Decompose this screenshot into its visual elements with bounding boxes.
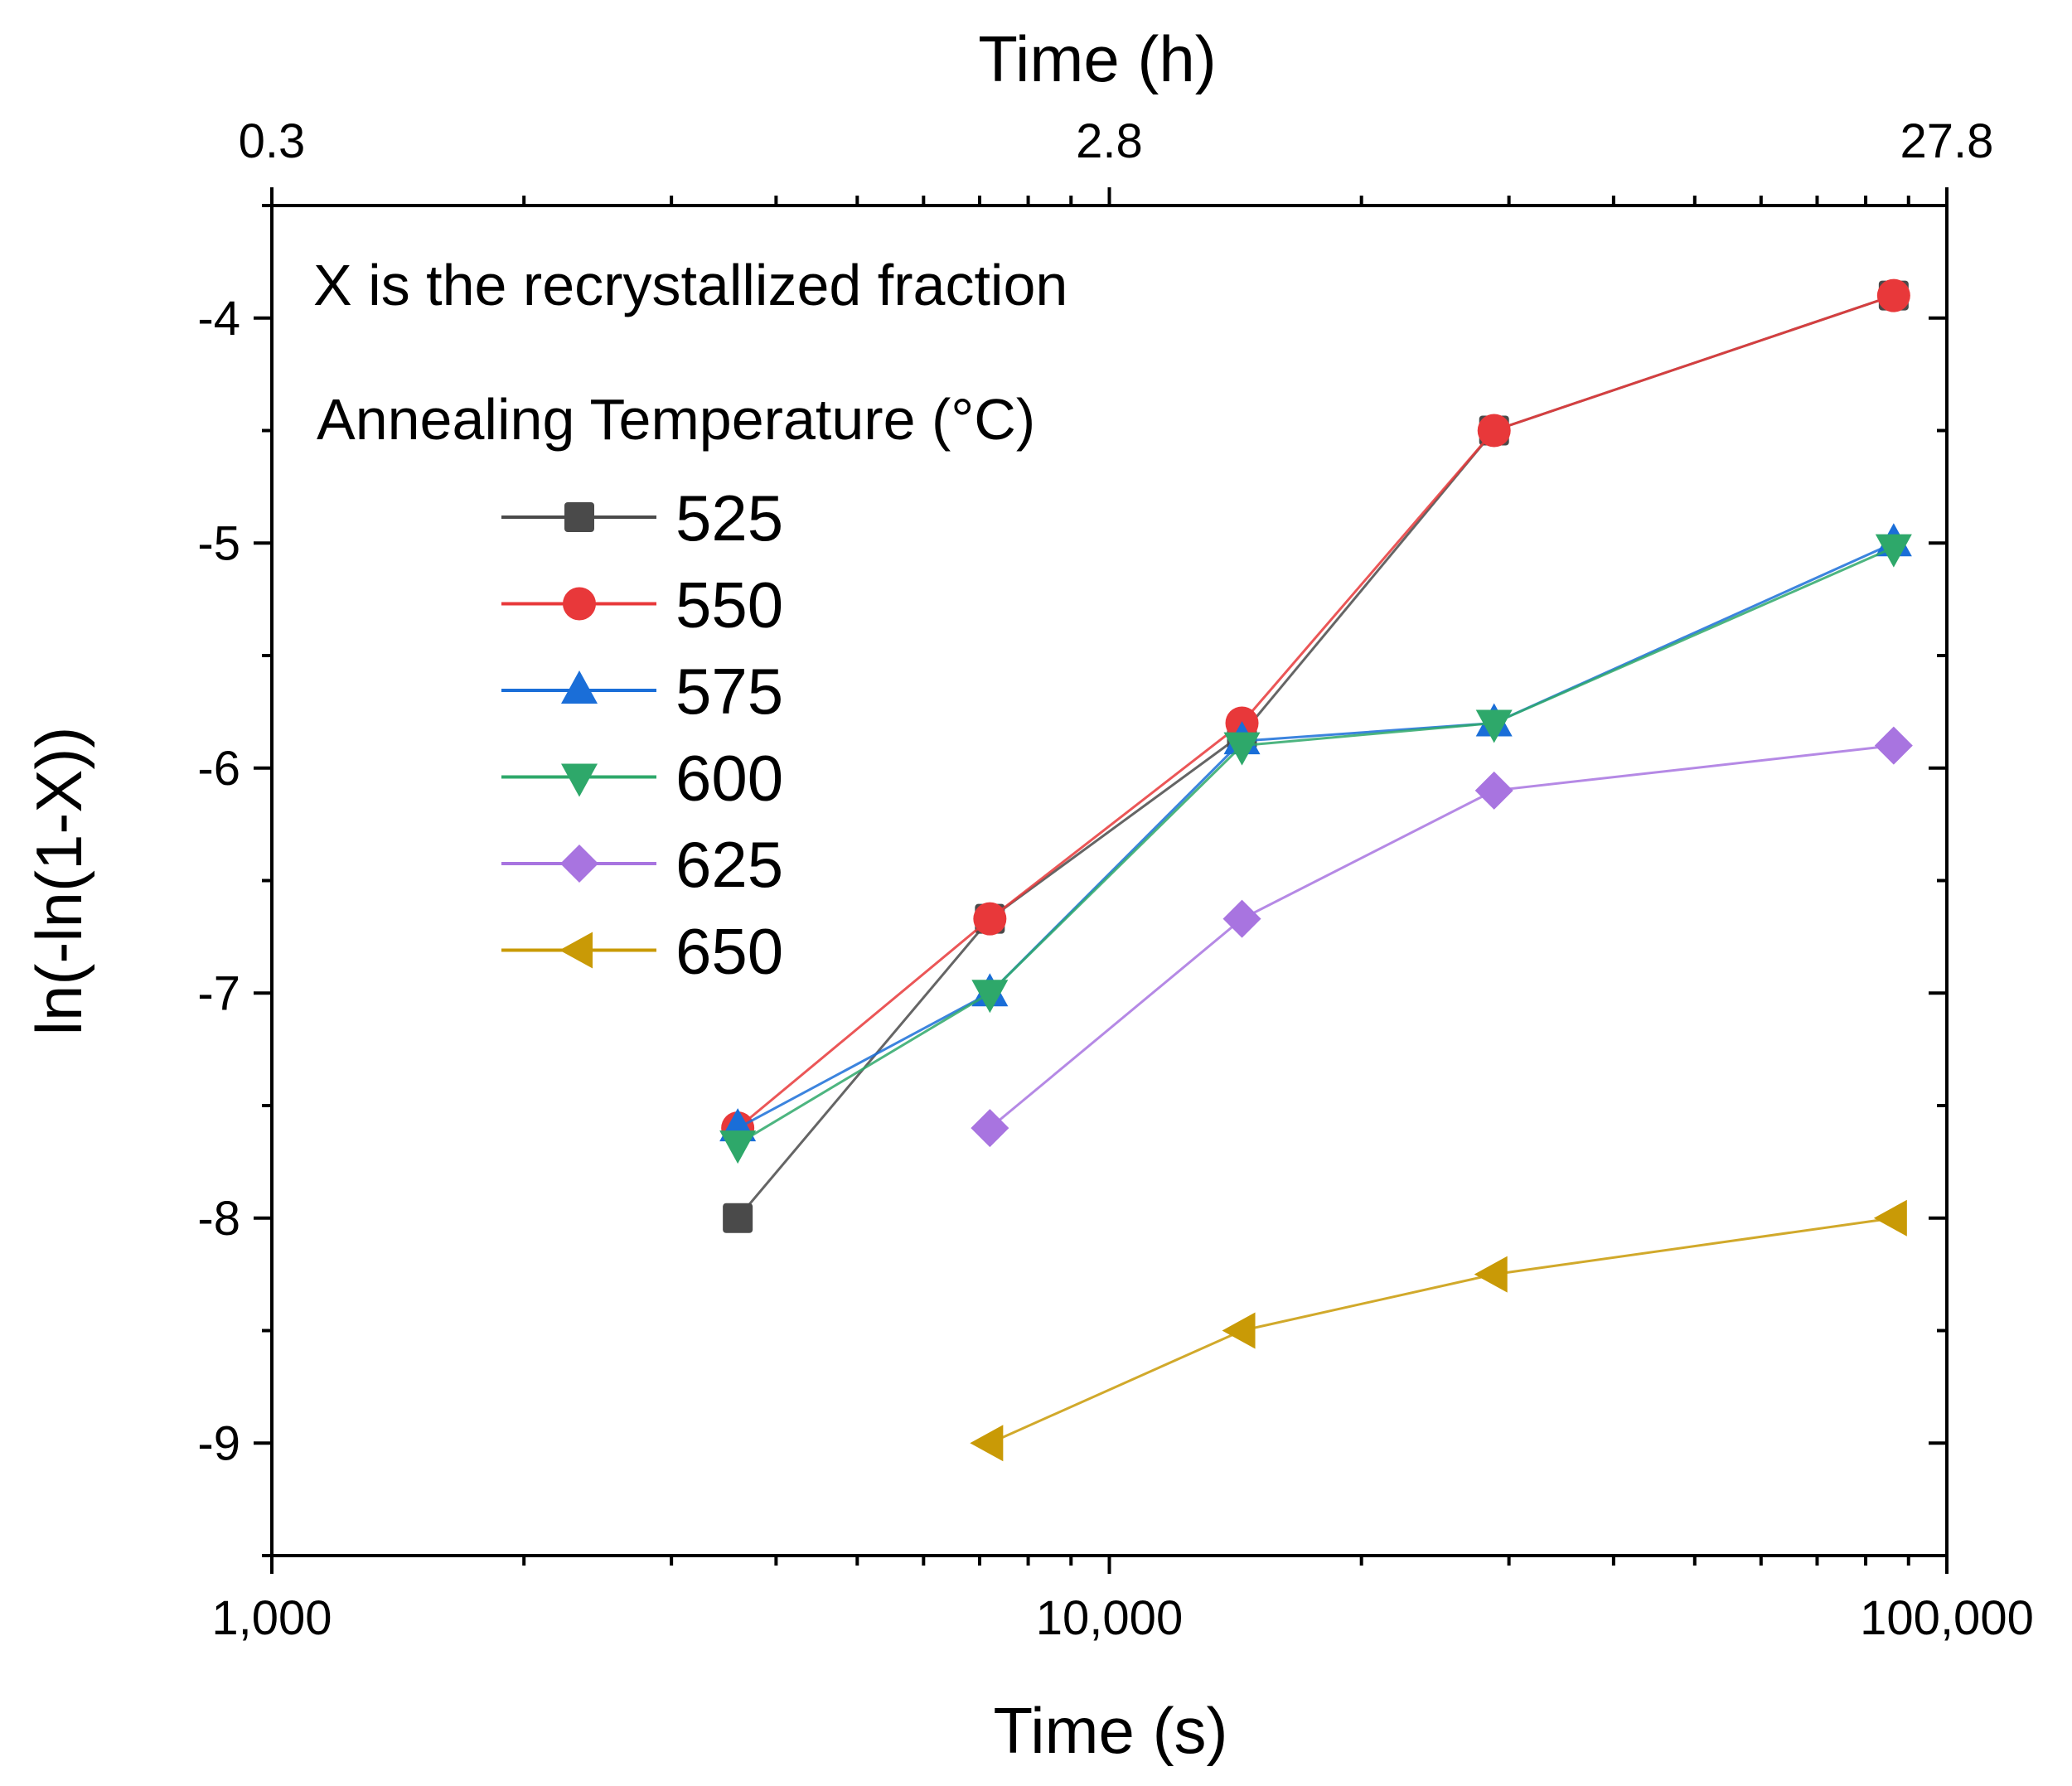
- circle-marker: [1876, 278, 1910, 312]
- diamond-marker: [560, 845, 598, 883]
- circle-marker: [563, 587, 596, 621]
- y-tick-label: -9: [197, 1416, 240, 1470]
- series-600: [719, 534, 1912, 1164]
- y-tick-label: -5: [197, 516, 240, 570]
- x2-tick-label: 2.8: [1076, 114, 1143, 168]
- triangle-down-marker: [1875, 534, 1912, 568]
- legend-title: Annealing Temperature (°C): [317, 387, 1035, 452]
- x-tick-label: 10,000: [1036, 1591, 1183, 1645]
- x2-axis-label: Time (h): [978, 22, 1216, 95]
- triangle-down-marker: [719, 1130, 757, 1164]
- triangle-down-marker: [1475, 709, 1513, 743]
- legend-item-550: 550: [501, 569, 783, 641]
- circle-marker: [973, 902, 1007, 936]
- diamond-marker: [1874, 726, 1913, 765]
- legend-item-600: 600: [501, 742, 783, 815]
- legend-label: 650: [675, 915, 783, 988]
- triangle-left-marker: [970, 1425, 1004, 1462]
- triangle-left-marker: [1474, 1256, 1508, 1293]
- x-tick-label: 100,000: [1860, 1591, 2034, 1645]
- x-axis-label: Time (s): [993, 1694, 1227, 1767]
- series-line: [989, 744, 1895, 1130]
- y-tick-label: -7: [197, 966, 240, 1020]
- diamond-marker: [971, 1109, 1009, 1148]
- y-tick-label: -8: [197, 1192, 240, 1246]
- series-625: [971, 726, 1913, 1148]
- triangle-down-marker: [971, 980, 1009, 1014]
- y-tick-label: -4: [197, 292, 240, 346]
- triangle-left-marker: [559, 932, 593, 969]
- legend-item-625: 625: [501, 828, 783, 901]
- legend-item-575: 575: [501, 655, 783, 728]
- circle-marker: [1477, 414, 1511, 448]
- legend-label: 550: [675, 569, 783, 641]
- series-line: [989, 1217, 1895, 1445]
- diamond-marker: [1222, 899, 1261, 938]
- square-marker: [723, 1203, 753, 1233]
- legend-label: 525: [675, 482, 783, 554]
- diamond-marker: [1474, 771, 1513, 810]
- legend-label: 600: [675, 742, 783, 815]
- triangle-left-marker: [1873, 1199, 1907, 1237]
- triangle-down-marker: [561, 763, 598, 797]
- triangle-down-marker: [1223, 732, 1261, 766]
- series-650: [970, 1199, 1907, 1462]
- legend-item-525: 525: [501, 482, 783, 554]
- x-tick-label: 1,000: [211, 1591, 332, 1645]
- triangle-up-marker: [561, 670, 598, 704]
- y-axis-label: ln(-ln(1-X)): [22, 727, 95, 1036]
- x2-tick-label: 27.8: [1900, 114, 1994, 168]
- annotation: X is the recrystallized fraction: [313, 253, 1067, 317]
- legend-item-650: 650: [501, 915, 783, 988]
- triangle-left-marker: [1222, 1312, 1256, 1349]
- square-marker: [564, 502, 594, 532]
- legend-label: 625: [675, 828, 783, 901]
- x2-tick-label: 0.3: [239, 114, 306, 168]
- y-tick-label: -6: [197, 742, 240, 796]
- legend-label: 575: [675, 655, 783, 728]
